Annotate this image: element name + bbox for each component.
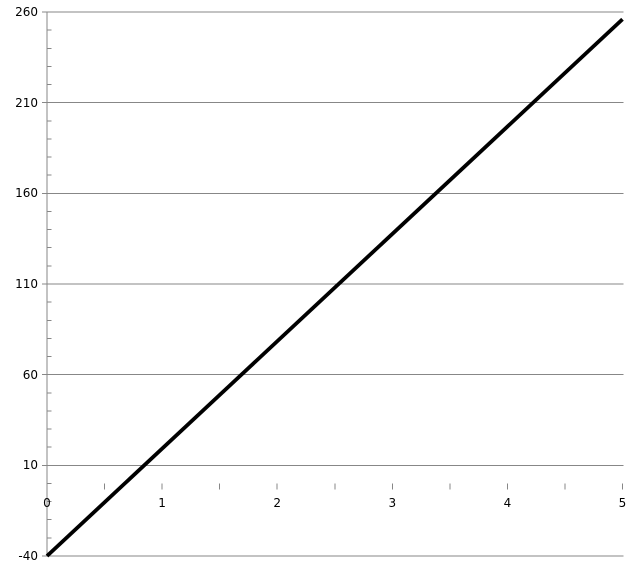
y-axis-tick-label: 10 <box>22 458 38 473</box>
x-axis-tick-label: 2 <box>273 496 281 510</box>
y-axis-tick-label: -40 <box>18 549 38 563</box>
x-axis-tick-label: 3 <box>388 496 397 510</box>
y-axis-tick-label: 260 <box>15 5 38 19</box>
x-axis-tick-label: 1 <box>158 496 166 510</box>
x-axis-tick-label: 0 <box>43 496 51 510</box>
y-axis-tick-label: 60 <box>22 367 38 382</box>
y-axis-tick-label: 160 <box>15 186 38 201</box>
y-axis-tick-label: 110 <box>15 277 38 291</box>
y-axis-tick-label: 210 <box>15 95 38 110</box>
x-axis-tick-label: 4 <box>503 496 512 510</box>
x-axis-tick-label: 5 <box>618 496 627 510</box>
data-series-line <box>45 17 624 558</box>
